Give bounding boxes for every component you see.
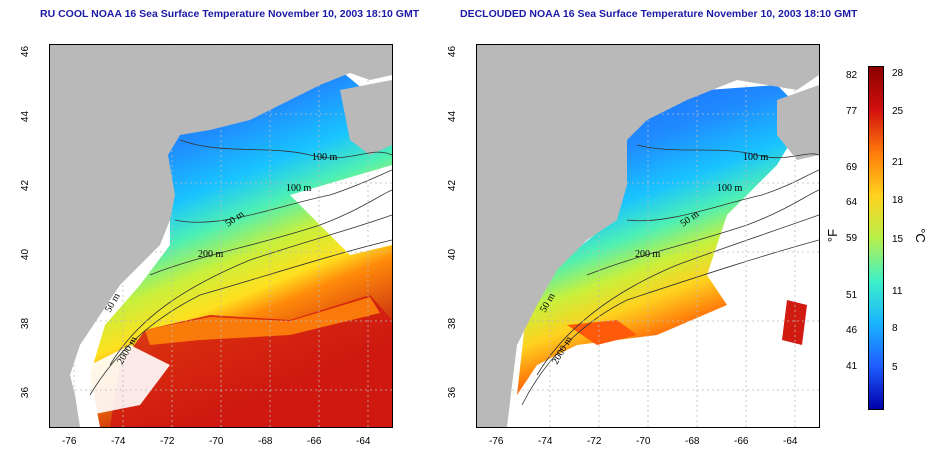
lat-tick: 46 bbox=[447, 45, 459, 58]
left-map-title: RU COOL NOAA 16 Sea Surface Temperature … bbox=[40, 8, 420, 20]
isobath-label: 100 m bbox=[286, 183, 312, 194]
celsius-tick: 8 bbox=[892, 323, 898, 334]
lat-tick: 44 bbox=[447, 110, 459, 123]
lat-tick: 46 bbox=[20, 45, 32, 58]
sst-data-region bbox=[517, 85, 807, 395]
lon-tick: -68 bbox=[685, 436, 700, 447]
lat-tick: 40 bbox=[20, 248, 32, 261]
lon-tick: -74 bbox=[538, 436, 553, 447]
lon-tick: -70 bbox=[209, 436, 224, 447]
lat-tick: 44 bbox=[20, 110, 32, 123]
lat-tick: 38 bbox=[20, 317, 32, 330]
celsius-tick: 28 bbox=[892, 68, 904, 79]
lon-tick: -66 bbox=[307, 436, 322, 447]
lon-tick: -72 bbox=[160, 436, 175, 447]
right-sst-map[interactable]: 100 m 100 m 50 m 200 m 50 m 2000 m bbox=[476, 44, 820, 428]
fahrenheit-tick: 41 bbox=[846, 361, 858, 372]
lat-tick: 40 bbox=[447, 248, 459, 261]
lon-tick: -70 bbox=[636, 436, 651, 447]
lat-tick: 36 bbox=[20, 386, 32, 399]
isobath-label: 100 m bbox=[743, 152, 769, 163]
fahrenheit-unit-label: °F bbox=[825, 228, 841, 243]
cloud-mask bbox=[70, 345, 170, 415]
fahrenheit-tick: 46 bbox=[846, 325, 858, 336]
lon-tick: -68 bbox=[258, 436, 273, 447]
fahrenheit-tick: 59 bbox=[846, 233, 858, 244]
celsius-tick: 25 bbox=[892, 106, 904, 117]
lon-tick: -76 bbox=[62, 436, 77, 447]
right-map-canvas: 100 m 100 m 50 m 200 m 50 m 2000 m bbox=[477, 45, 819, 427]
isobath-contour bbox=[179, 139, 392, 159]
fahrenheit-tick: 51 bbox=[846, 290, 858, 301]
warm-patch bbox=[567, 320, 637, 345]
celsius-tick: 21 bbox=[892, 157, 904, 168]
lon-tick: -64 bbox=[356, 436, 371, 447]
lon-tick: -72 bbox=[587, 436, 602, 447]
lat-tick: 42 bbox=[447, 179, 459, 192]
land-mass bbox=[477, 45, 819, 427]
temperature-colorbar bbox=[868, 66, 884, 410]
right-map-title: DECLOUDED NOAA 16 Sea Surface Temperatur… bbox=[460, 8, 858, 20]
warm-patch bbox=[782, 300, 807, 345]
left-map-canvas: 100 m 100 m 50 m 200 m 50 m 2000 m bbox=[50, 45, 392, 427]
isobath-label: 200 m bbox=[198, 249, 224, 260]
fahrenheit-tick: 69 bbox=[846, 162, 858, 173]
fahrenheit-tick: 77 bbox=[846, 106, 858, 117]
lat-tick: 42 bbox=[20, 179, 32, 192]
left-sst-map[interactable]: 100 m 100 m 50 m 200 m 50 m 2000 m bbox=[49, 44, 393, 428]
lon-tick: -74 bbox=[111, 436, 126, 447]
lon-tick: -66 bbox=[734, 436, 749, 447]
fahrenheit-tick: 64 bbox=[846, 197, 858, 208]
lon-tick: -76 bbox=[489, 436, 504, 447]
isobath-label: 100 m bbox=[312, 152, 338, 163]
lon-tick: -64 bbox=[783, 436, 798, 447]
celsius-tick: 5 bbox=[892, 362, 898, 373]
celsius-unit-label: °C bbox=[912, 228, 928, 243]
isobath-contour bbox=[636, 144, 819, 159]
fahrenheit-tick: 82 bbox=[846, 70, 858, 81]
celsius-tick: 11 bbox=[892, 286, 903, 297]
lat-tick: 38 bbox=[447, 317, 459, 330]
celsius-tick: 18 bbox=[892, 195, 904, 206]
isobath-label: 100 m bbox=[717, 183, 743, 194]
land-mass bbox=[50, 45, 392, 427]
celsius-tick: 15 bbox=[892, 234, 904, 245]
lat-tick: 36 bbox=[447, 386, 459, 399]
isobath-label: 200 m bbox=[635, 249, 661, 260]
